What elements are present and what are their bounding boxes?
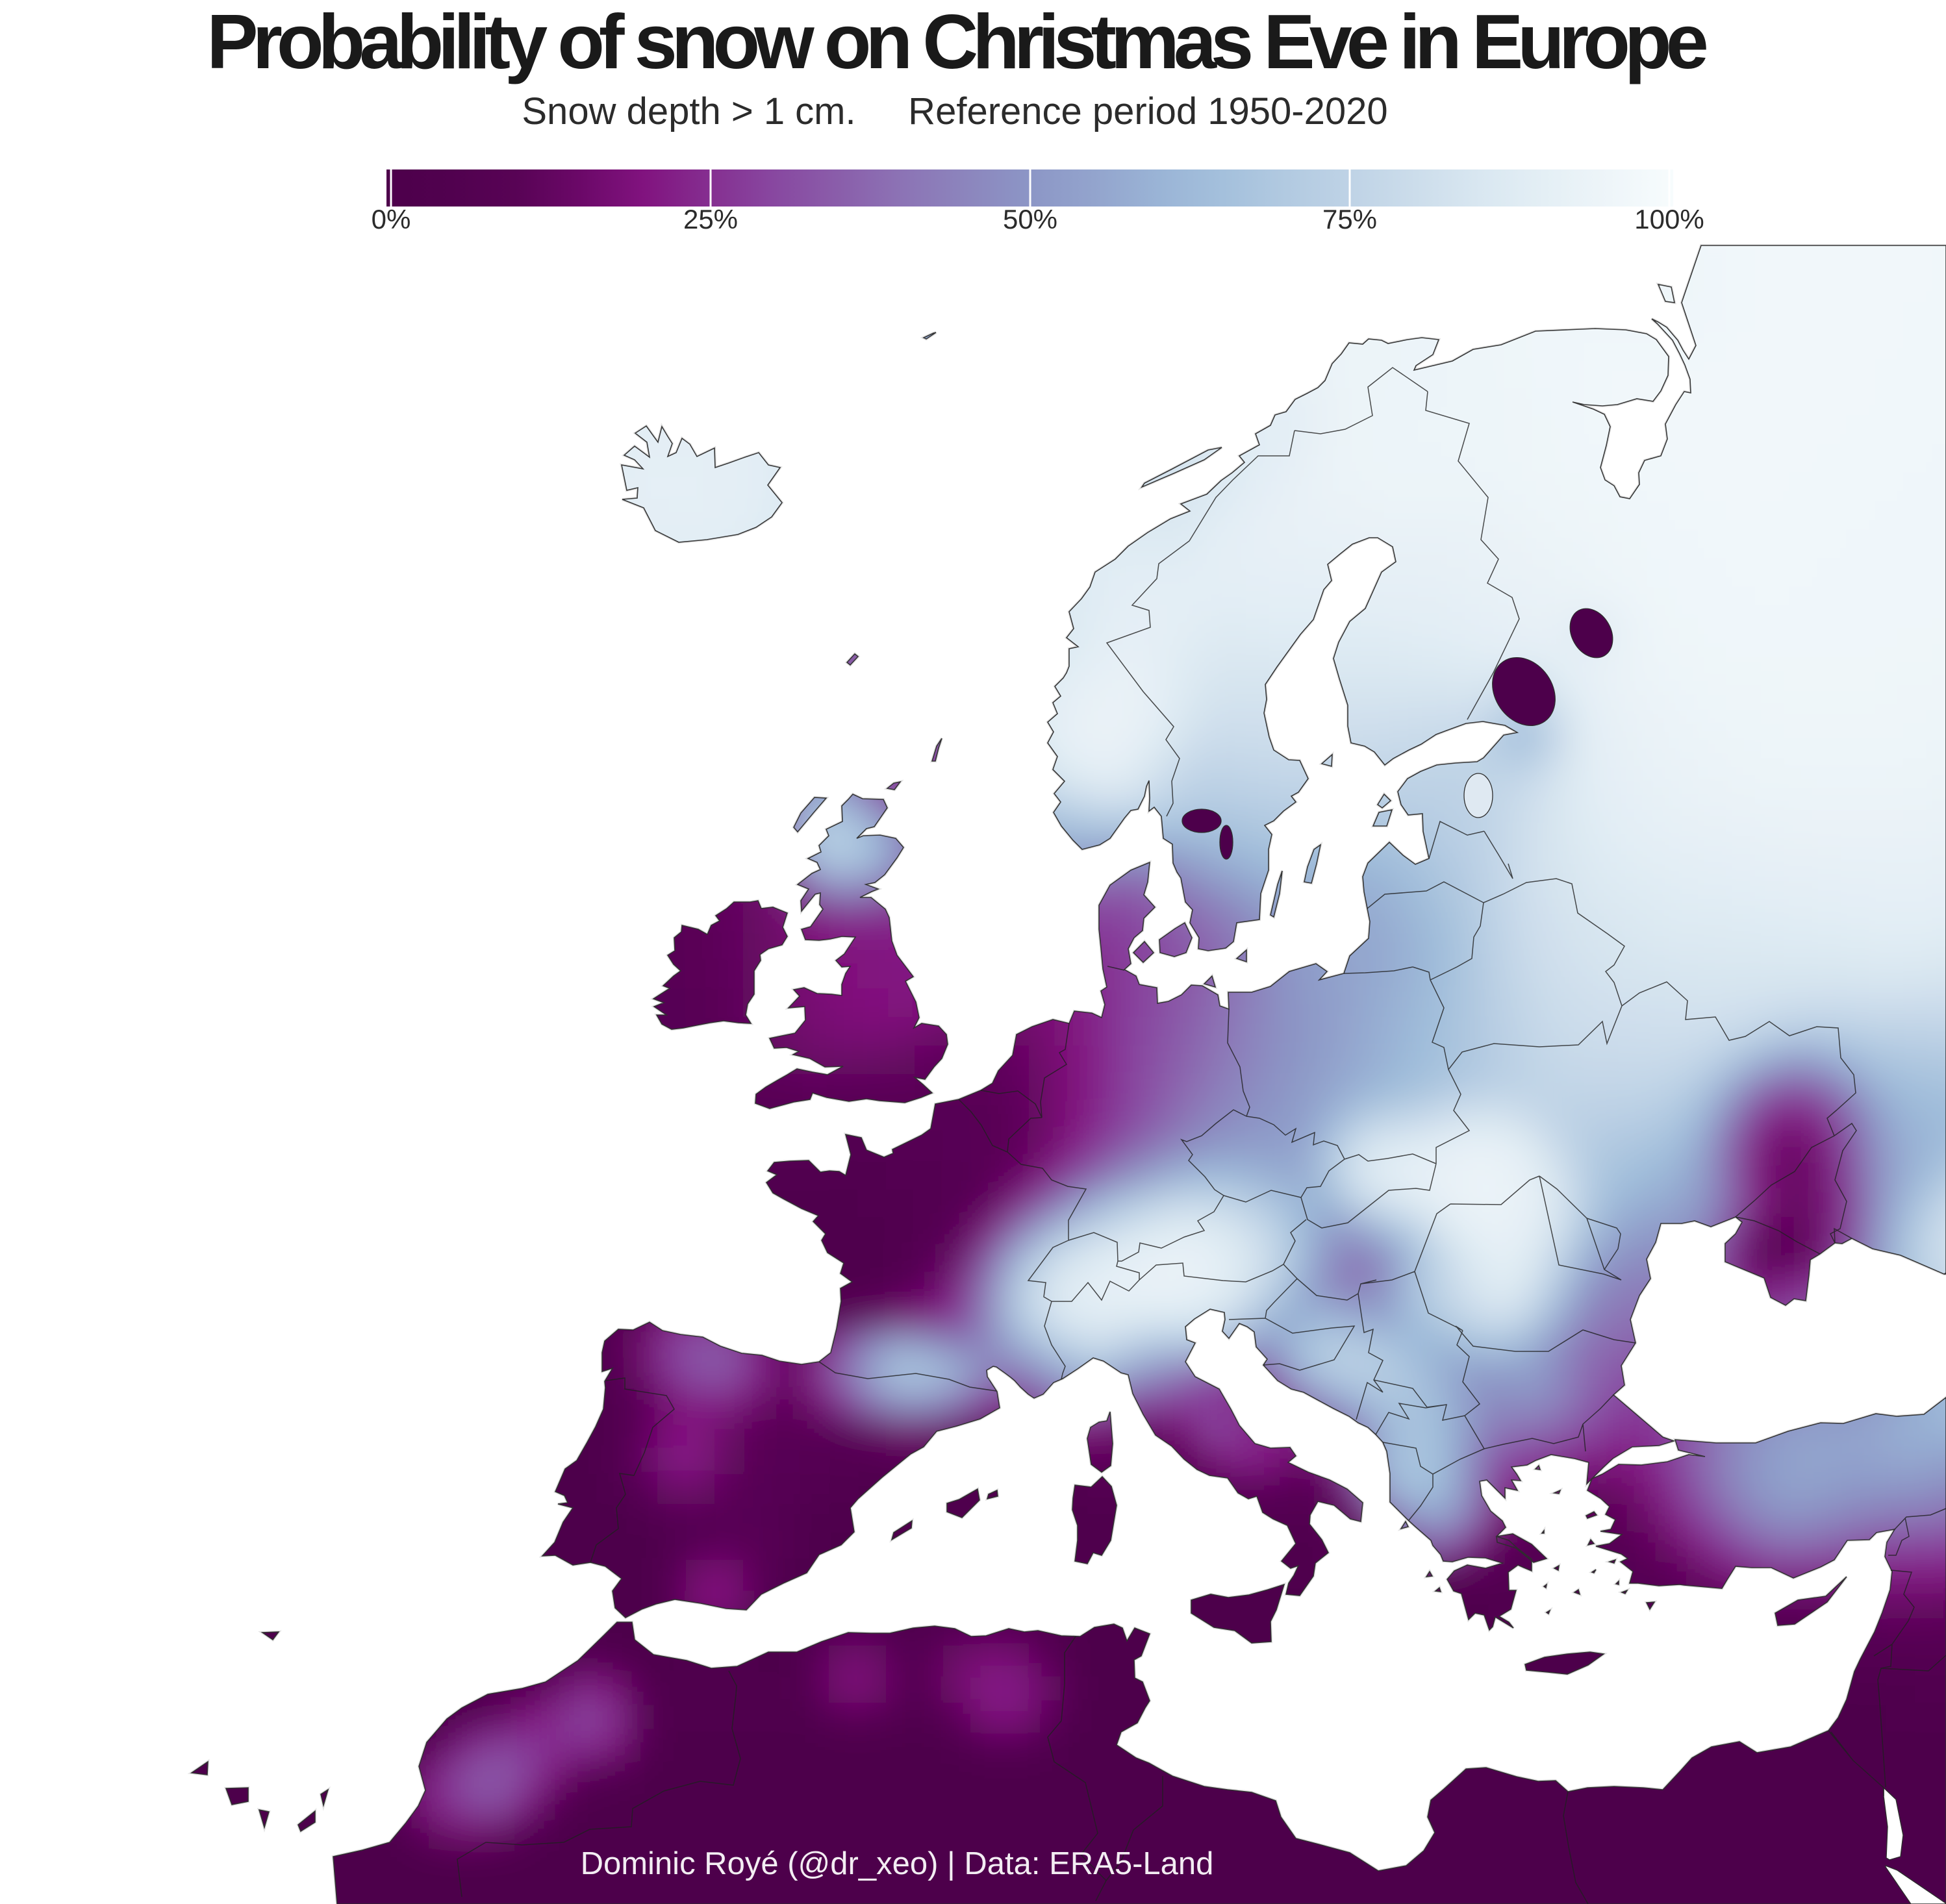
- svg-text:25%: 25%: [683, 204, 738, 234]
- svg-text:Probability of snow on Christm: Probability of snow on Christmas Eve in …: [207, 0, 1706, 85]
- svg-text:100%: 100%: [1634, 204, 1704, 234]
- svg-text:Snow depth > 1 cm. Referen: Snow depth > 1 cm. Reference period 1950…: [522, 90, 1387, 132]
- svg-text:0%: 0%: [372, 204, 411, 234]
- svg-text:75%: 75%: [1322, 204, 1377, 234]
- svg-text:Dominic Royé (@dr_xeo) | Data:: Dominic Royé (@dr_xeo) | Data: ERA5-Land: [581, 1846, 1214, 1881]
- svg-text:50%: 50%: [1003, 204, 1057, 234]
